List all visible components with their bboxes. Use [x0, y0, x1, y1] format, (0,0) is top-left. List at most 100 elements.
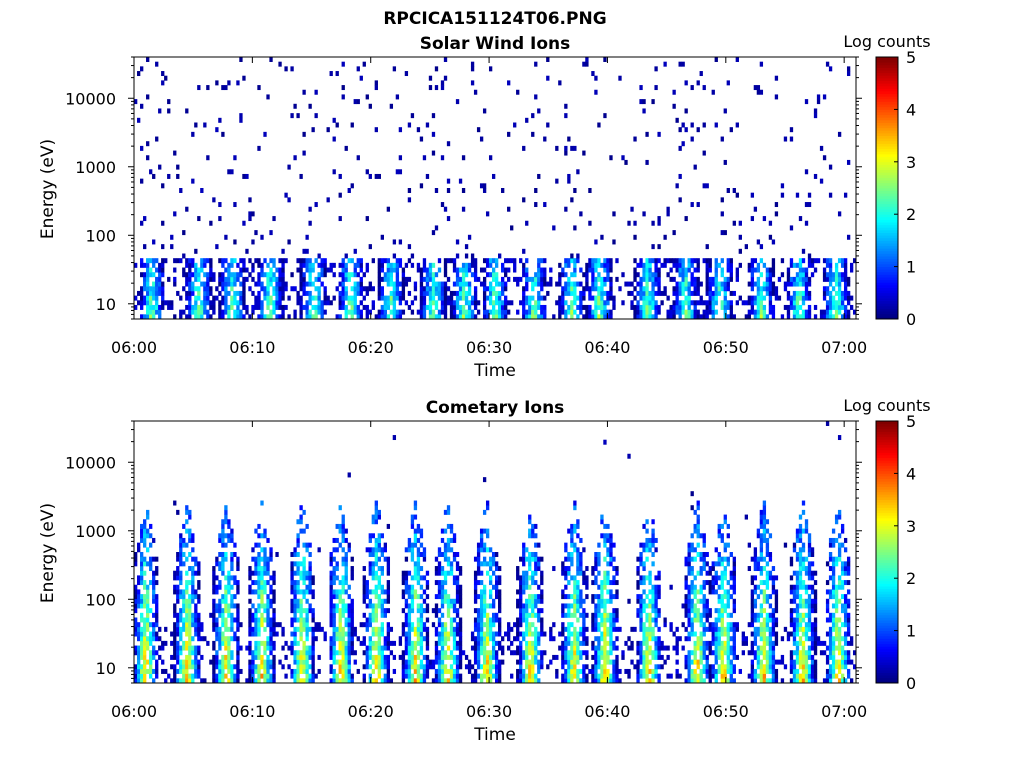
heatmap-cell — [413, 281, 418, 287]
heatmap-cell — [609, 650, 613, 656]
heatmap-cell — [311, 650, 315, 656]
heatmap-cell — [615, 580, 619, 586]
heatmap-cell — [723, 159, 727, 165]
heatmap-cell — [636, 678, 640, 684]
heatmap-cell — [537, 636, 541, 642]
heatmap-cell — [194, 668, 198, 674]
heatmap-cell — [428, 262, 433, 268]
heatmap-cell — [464, 295, 469, 301]
heatmap-cell — [197, 594, 201, 600]
heatmap-cell — [218, 281, 222, 287]
heatmap-cell — [368, 103, 372, 109]
heatmap-cell — [386, 523, 391, 529]
heatmap-cell — [488, 678, 493, 684]
heatmap-cell — [485, 673, 490, 679]
heatmap-cell — [735, 267, 739, 273]
heatmap-cell — [404, 650, 409, 656]
heatmap-cell — [434, 566, 439, 572]
heatmap-cell — [498, 603, 502, 609]
heatmap-cell — [323, 295, 327, 301]
heatmap-cell — [846, 159, 851, 165]
heatmap-cell — [155, 286, 159, 292]
heatmap-cell — [488, 668, 493, 674]
heatmap-cell — [579, 589, 583, 595]
heatmap-cell — [356, 286, 360, 292]
heatmap-cell — [419, 650, 424, 656]
heatmap-cell — [389, 103, 394, 109]
heatmap-cell — [311, 673, 315, 679]
heatmap-cell — [221, 295, 225, 301]
heatmap-cell — [771, 281, 776, 287]
heatmap-cell — [419, 300, 424, 306]
heatmap-cell — [311, 295, 315, 301]
heatmap-cell — [404, 598, 409, 604]
heatmap-cell — [687, 295, 691, 301]
heatmap-cell — [176, 626, 180, 632]
heatmap-cell — [672, 286, 676, 292]
heatmap-cell — [194, 650, 198, 656]
heatmap-cell — [329, 556, 333, 562]
heatmap-cell — [546, 281, 550, 287]
heatmap-cell — [266, 94, 270, 100]
heatmap-cell — [687, 300, 691, 306]
heatmap-cell — [419, 542, 424, 548]
heatmap-cell — [311, 127, 315, 133]
heatmap-cell — [302, 542, 306, 548]
heatmap-cell — [413, 514, 418, 520]
heatmap-cell — [314, 113, 318, 119]
heatmap-cell — [173, 276, 177, 282]
heatmap-cell — [302, 561, 306, 567]
heatmap-cell — [212, 654, 216, 660]
heatmap-cell — [266, 622, 270, 628]
heatmap-cell — [765, 281, 770, 287]
heatmap-cell — [419, 631, 424, 637]
colorbar-segment — [876, 70, 898, 74]
heatmap-cell — [182, 598, 186, 604]
heatmap-cell — [143, 276, 147, 282]
heatmap-cell — [798, 304, 803, 310]
heatmap-cell — [579, 281, 583, 287]
heatmap-cell — [329, 654, 333, 660]
heatmap-cell — [317, 626, 321, 632]
heatmap-cell — [248, 659, 252, 665]
heatmap-cell — [191, 664, 195, 670]
heatmap-cell — [236, 659, 240, 665]
heatmap-cell — [612, 239, 616, 245]
heatmap-cell — [687, 304, 691, 310]
heatmap-cell — [356, 290, 360, 296]
heatmap-cell — [251, 603, 255, 609]
heatmap-cell — [236, 673, 240, 679]
heatmap-cell — [377, 673, 381, 679]
heatmap-cell — [332, 556, 336, 562]
heatmap-cell — [449, 314, 454, 320]
heatmap-cell — [185, 626, 189, 632]
heatmap-cell — [185, 654, 189, 660]
heatmap-cell — [410, 594, 415, 600]
heatmap-cell — [723, 295, 727, 301]
heatmap-cell — [446, 300, 451, 306]
heatmap-cell — [296, 659, 300, 665]
heatmap-cell — [209, 659, 213, 665]
heatmap-cell — [801, 300, 806, 306]
heatmap-cell — [350, 566, 354, 572]
heatmap-cell — [191, 281, 195, 287]
heatmap-cell — [428, 664, 433, 670]
panel-title: Cometary Ions — [426, 398, 565, 418]
heatmap-cell — [230, 258, 234, 264]
heatmap-cell — [416, 537, 421, 543]
heatmap-cell — [531, 281, 535, 287]
heatmap-cell — [422, 654, 427, 660]
heatmap-cell — [407, 244, 412, 250]
heatmap-cell — [825, 276, 830, 282]
heatmap-cell — [401, 631, 406, 637]
heatmap-cell — [531, 603, 535, 609]
heatmap-cell — [452, 678, 457, 684]
heatmap-cell — [525, 673, 529, 679]
heatmap-cell — [495, 650, 499, 656]
heatmap-cell — [458, 314, 463, 320]
heatmap-cell — [383, 589, 387, 595]
heatmap-cell — [540, 631, 544, 637]
heatmap-cell — [344, 552, 348, 557]
heatmap-cell — [570, 664, 574, 670]
heatmap-cell — [221, 566, 225, 572]
